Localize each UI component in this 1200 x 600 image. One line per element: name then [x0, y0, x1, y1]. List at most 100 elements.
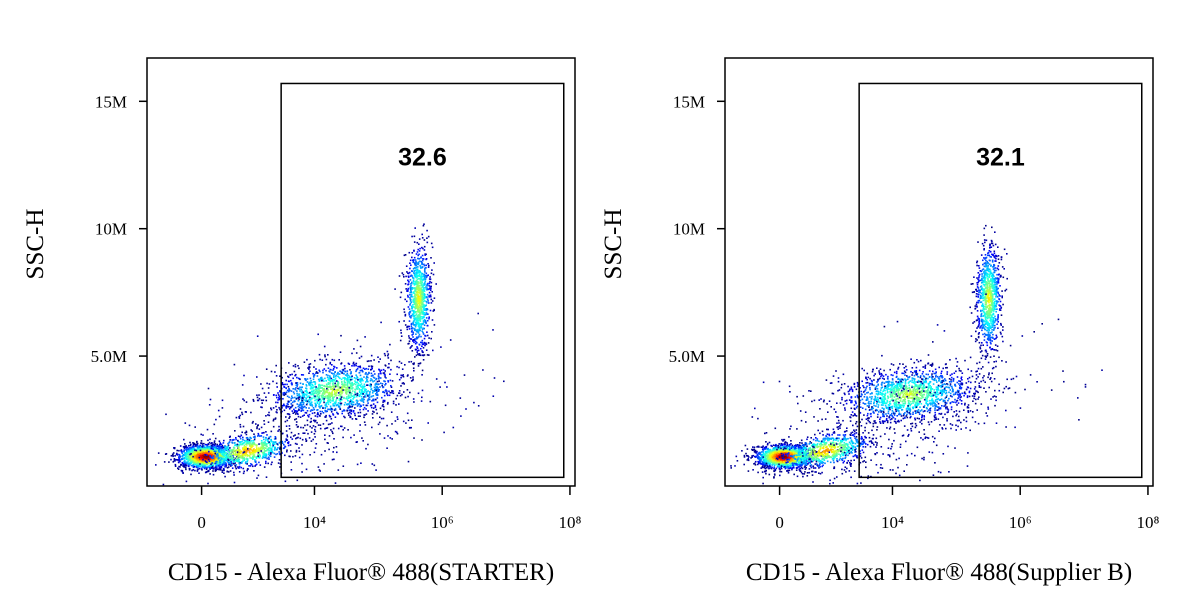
event-dot: [421, 313, 423, 315]
event-dot: [279, 375, 281, 377]
event-dot: [414, 290, 416, 292]
event-dot: [319, 379, 321, 382]
event-dot: [308, 407, 310, 409]
event-dot: [285, 379, 287, 382]
event-dot: [273, 456, 276, 458]
event-dot: [333, 396, 335, 398]
event-dot: [294, 406, 297, 409]
event-dot: [396, 394, 399, 397]
event-dot: [414, 275, 416, 278]
event-dot: [425, 253, 427, 256]
event-dot: [330, 393, 332, 395]
event-dot: [205, 457, 207, 459]
event-dot: [374, 390, 376, 392]
event-dot: [360, 378, 362, 380]
event-dot: [329, 362, 331, 365]
event-dot: [193, 465, 196, 468]
event-dot: [400, 385, 402, 387]
event-dot: [310, 417, 312, 420]
event-dot: [172, 455, 174, 458]
event-dot: [377, 375, 380, 377]
event-dot: [232, 449, 234, 451]
event-dot: [421, 310, 423, 313]
event-dot: [208, 462, 211, 464]
event-dot: [344, 416, 346, 419]
event-dot: [428, 264, 430, 267]
event-dot: [224, 475, 226, 478]
event-dot: [286, 389, 289, 392]
event-dot: [214, 455, 216, 457]
event-dot: [332, 368, 335, 370]
event-dot: [283, 386, 285, 388]
event-dot: [314, 430, 317, 433]
event-dot: [273, 438, 276, 440]
event-dot: [219, 443, 222, 446]
event-dot: [367, 390, 369, 392]
event-dot: [223, 439, 225, 442]
event-dot: [410, 346, 412, 348]
event-dot: [385, 383, 387, 385]
event-dot: [423, 223, 425, 225]
event-dot: [178, 453, 181, 456]
event-dot: [258, 397, 261, 400]
event-dot: [415, 313, 418, 315]
event-dot: [425, 322, 427, 324]
event-dot: [227, 442, 229, 445]
event-dot: [288, 387, 290, 390]
event-dot: [186, 453, 188, 456]
event-dot: [224, 459, 227, 462]
event-dot: [384, 374, 386, 376]
event-dot: [188, 464, 190, 466]
event-dot: [324, 392, 326, 394]
event-dot: [227, 458, 229, 461]
event-dot: [185, 445, 187, 447]
event-dot: [348, 381, 351, 384]
event-dot: [417, 271, 419, 274]
event-dot: [272, 418, 275, 421]
event-dot: [298, 393, 300, 396]
event-dot: [326, 385, 329, 387]
event-dot: [245, 451, 248, 453]
event-dot: [222, 442, 225, 444]
event-dot: [351, 381, 353, 384]
event-dot: [278, 397, 281, 400]
event-dot: [307, 367, 309, 369]
event-dot: [324, 377, 326, 380]
event-dot: [411, 313, 414, 315]
event-dot: [285, 425, 288, 427]
event-dot: [259, 455, 261, 457]
event-dot: [211, 462, 213, 464]
event-dot: [203, 446, 206, 448]
event-dot: [255, 423, 257, 425]
event-dot: [239, 414, 241, 417]
event-dot: [222, 456, 225, 458]
event-dot: [330, 429, 332, 431]
event-dot: [382, 399, 385, 402]
event-dot: [309, 383, 312, 385]
event-dot: [251, 451, 254, 454]
event-dot: [414, 325, 417, 328]
event-dot: [191, 458, 193, 461]
event-dot: [282, 398, 284, 400]
event-dot: [339, 399, 342, 401]
event-dot: [425, 343, 427, 345]
event-dot: [191, 469, 193, 472]
event-dot: [297, 425, 299, 428]
event-dot: [392, 392, 395, 395]
event-dot: [191, 450, 193, 452]
event-dot: [417, 325, 420, 327]
event-dot: [173, 447, 176, 449]
event-dot: [314, 396, 317, 399]
event-dot: [303, 399, 305, 401]
event-dot: [306, 392, 308, 394]
event-dot: [347, 395, 350, 398]
event-dot: [422, 309, 425, 311]
event-dot: [218, 460, 221, 462]
event-dot: [258, 461, 260, 464]
event-dot: [230, 455, 233, 457]
event-dot: [376, 397, 379, 399]
event-dot: [417, 324, 420, 326]
event-dot: [423, 270, 426, 272]
event-dot: [315, 399, 318, 401]
event-dot: [286, 383, 288, 386]
